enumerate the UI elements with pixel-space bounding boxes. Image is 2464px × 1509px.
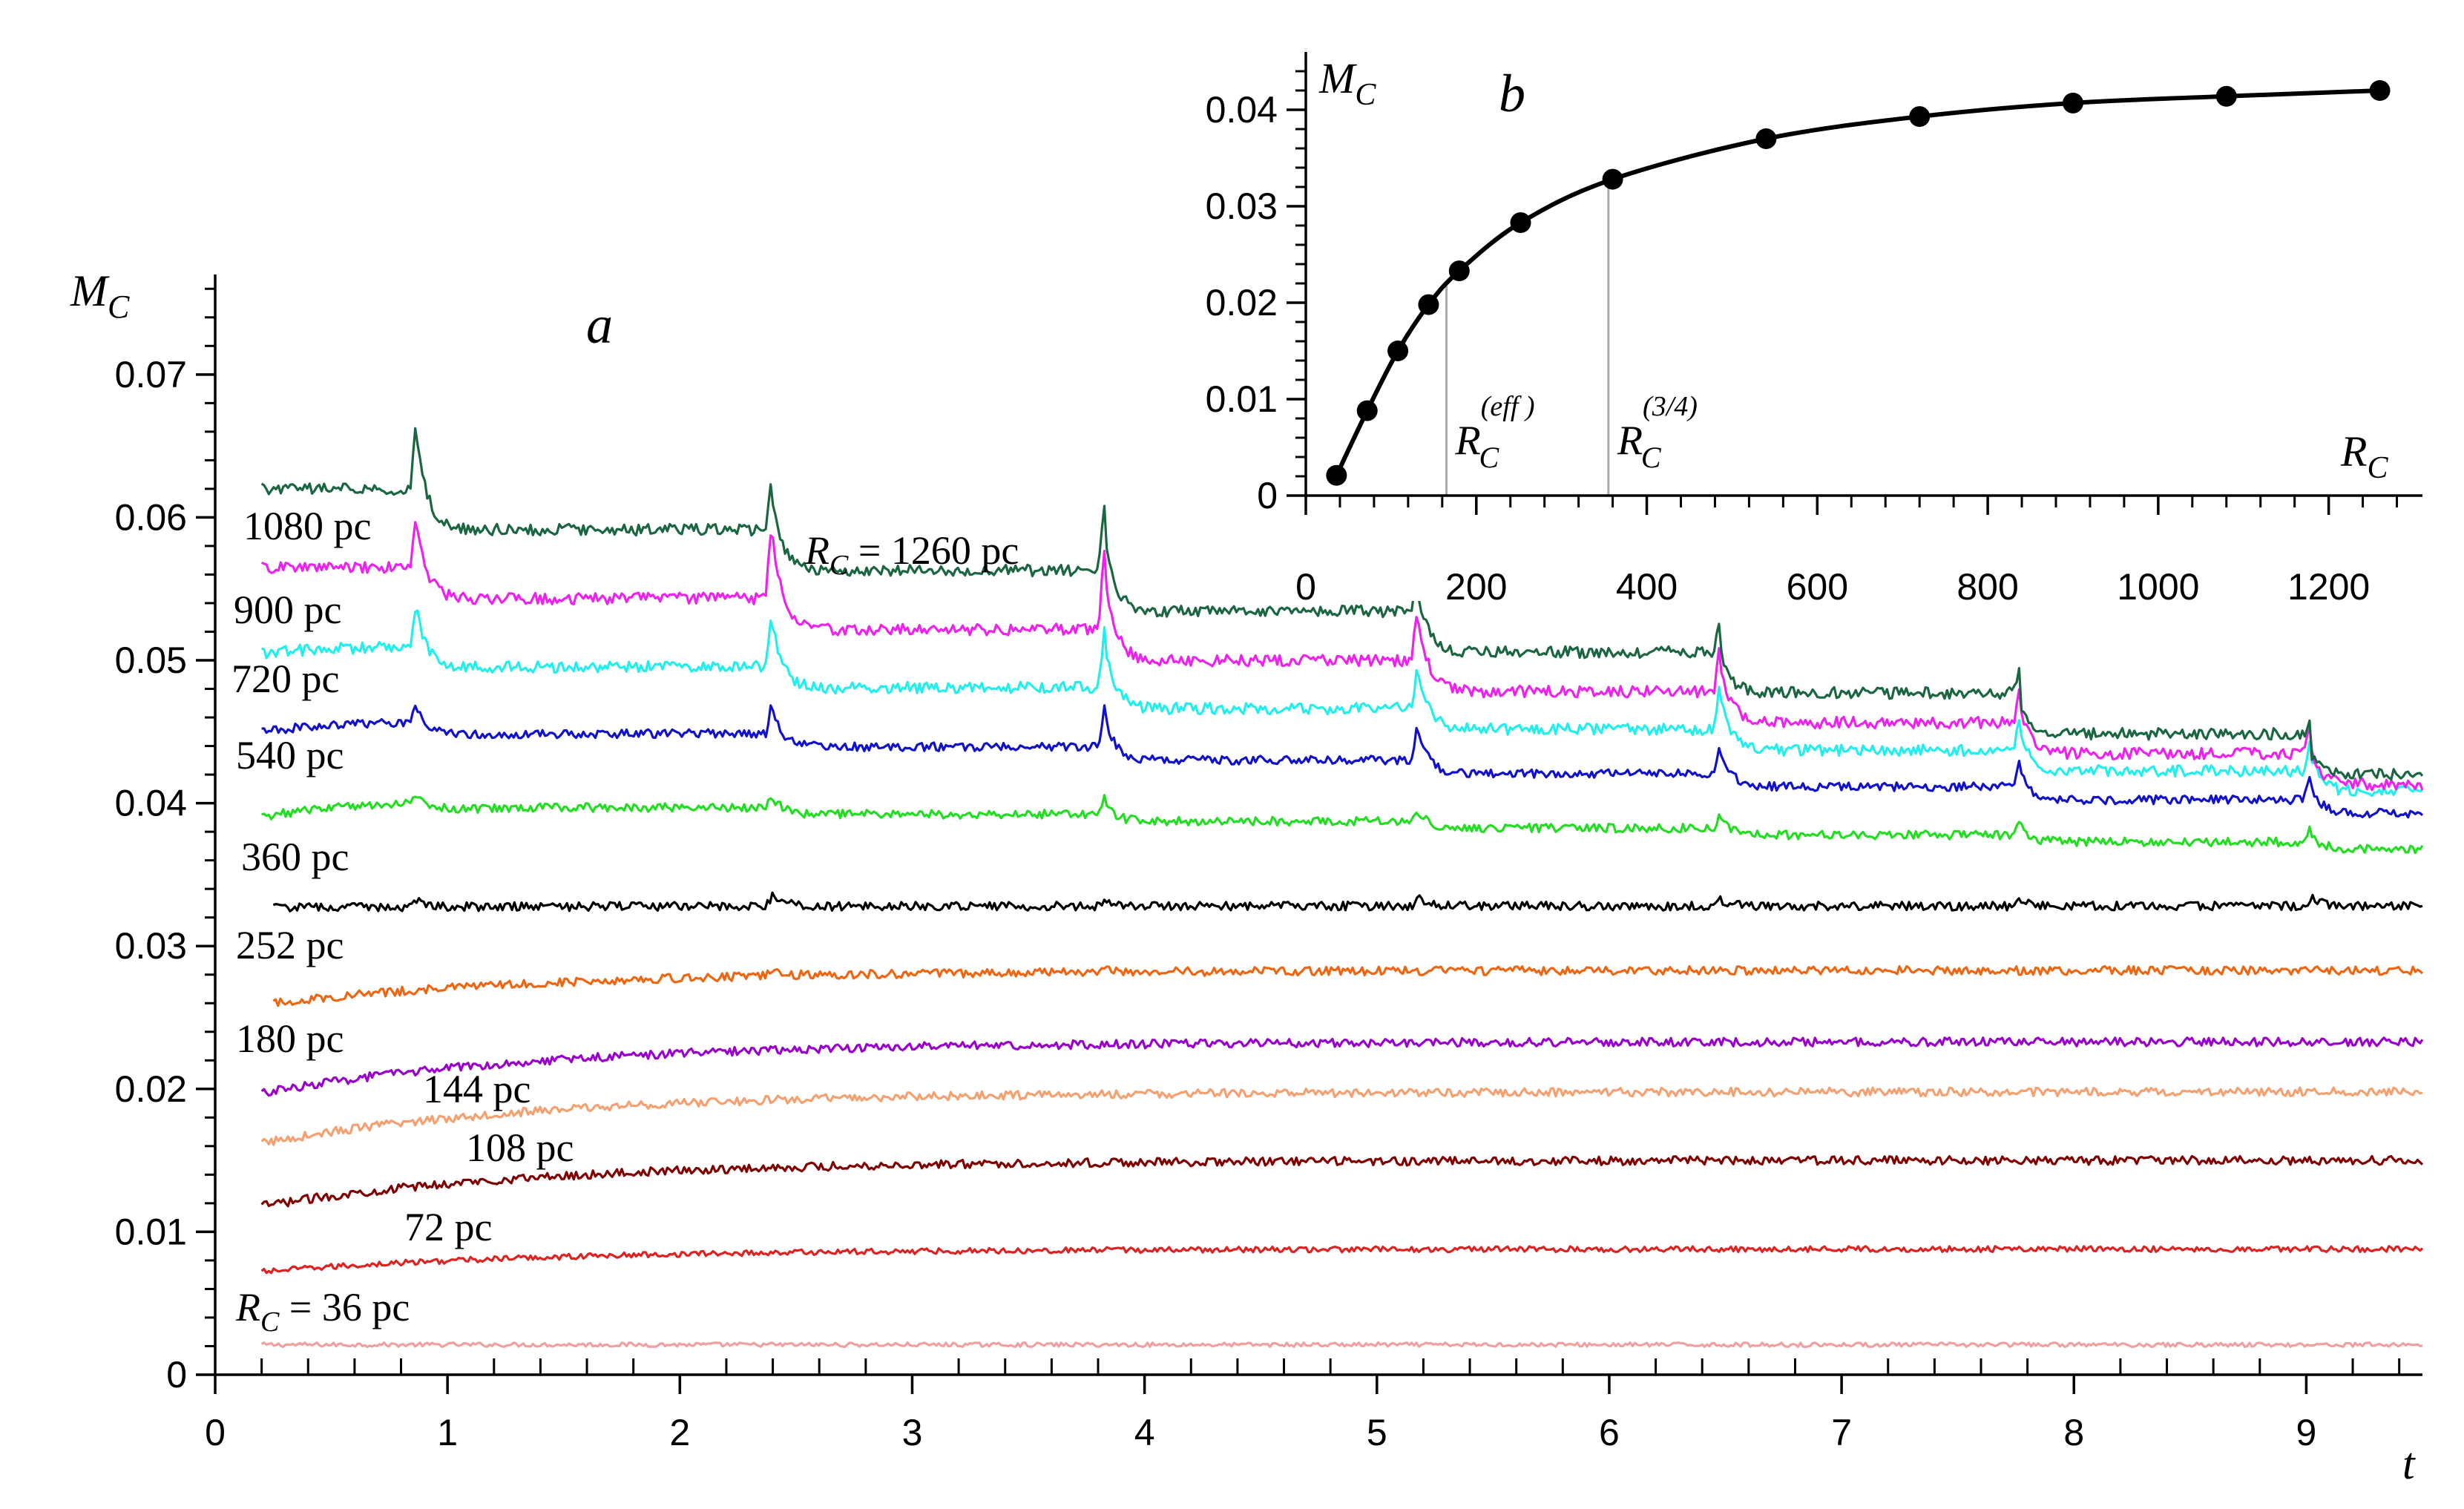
series-label-180-pc: 180 pc [236,1016,344,1061]
series-label-1260-pc: RC = 1260 pc [804,528,1019,581]
series-label-36-pc: RC = 36 pc [235,1285,410,1338]
panel-a-axes: 0 0.01 0.02 0.03 0.04 0.05 0.06 0.07 0 1 2 3 4 5 6 7 8 9 M… [70,266,2422,1488]
series-line-36-pc [260,1341,2423,1348]
series-line-1080-pc [260,521,2424,792]
panel-b-x-tick-label: 400 [1616,566,1678,608]
panel-b-x-tick-label: 1000 [2117,566,2199,608]
panel-a-y-tick-label: 0.05 [115,640,187,681]
panel-b-x-tick-label: 1200 [2287,566,2370,608]
series-line-252-pc [272,964,2424,1007]
panel-b-point-720 [1909,106,1931,128]
series-line-1260-pc [260,427,2424,781]
series-line-144-pc [260,1086,2423,1146]
panel-a-series-labels: RC = 36 pc 72 pc 108 pc 144 pc 180 pc 252 pc 3… [231,504,1019,1338]
panel-b-x-tick-label: 600 [1787,566,1848,608]
panel-b-axes: 00.010.020.030.040 200 400 600 800 1000 1200MC… [1206,52,2422,608]
panel-b-point-36 [1326,464,1347,486]
series-label-720-pc: 720 pc [231,657,339,701]
series-label-900-pc: 900 pc [234,588,341,632]
series-line-540-pc [261,794,2424,855]
panel-a-x-tick-label: 9 [2296,1412,2317,1453]
panel-a-curves [260,427,2424,1348]
series-label-144-pc: 144 pc [423,1067,530,1111]
panel-a-x-tick-label: 1 [437,1412,458,1453]
panel-b-point-1080 [2215,85,2237,107]
series-line-72-pc [260,1245,2424,1275]
panel-b-y-tick-label: 0.01 [1206,378,1278,420]
panel-b-curve [1326,80,2391,486]
panel-a-x-tick-label: 2 [669,1412,690,1453]
series-line-108-pc [260,1154,2424,1208]
panel-b-point-144 [1418,294,1439,315]
panel-a-y-tick-label: 0.07 [115,354,187,395]
series-label-540-pc: 540 pc [236,733,344,777]
panel-a-x-tick-label: 7 [1831,1412,1852,1453]
panel-a-y-tick-label: 0.02 [115,1068,187,1110]
series-line-360-pc [272,891,2423,913]
panel-b-y-tick-label: 0.02 [1206,282,1278,323]
series-line-720-pc [261,704,2424,819]
panel-a-y-tick-label: 0.01 [115,1211,187,1252]
panel-b-point-900 [2062,92,2083,114]
panel-a-y-tick-label: 0.06 [115,496,187,538]
panel-b-point-108 [1387,341,1409,361]
panel-a-x-tick-label: 0 [205,1412,226,1453]
panel-b-point-180 [1448,260,1470,282]
panel-b-x-tick-label: 800 [1957,566,2018,608]
panel-a-x-tick-label: 5 [1367,1412,1387,1453]
panel-a-y-tick-label: 0.04 [115,783,187,824]
panel-b-y-tick-label: 0.04 [1206,89,1278,131]
panel-a-x-tick-label: 8 [2063,1412,2084,1453]
panel-b-point-72 [1356,400,1378,421]
panel-b-x-tick-label: 200 [1445,566,1507,608]
panel-a-y-tick-label: 0 [166,1354,187,1395]
series-label-72-pc: 72 pc [404,1205,492,1249]
panel-a-x-tick-label: 4 [1134,1412,1155,1453]
panel-b-y-tick-label: 0 [1257,475,1278,516]
series-label-360-pc: 360 pc [241,835,349,879]
series-line-180-pc [260,1036,2424,1097]
panel-b-y-tick-label: 0.03 [1206,185,1278,227]
panel-b-point-360 [1602,168,1623,190]
panel-b-point-540 [1755,128,1777,149]
series-label-108-pc: 108 pc [466,1125,574,1170]
series-label-1080-pc: 1080 pc [243,504,371,548]
panel-a-chart: 0 0.01 0.02 0.03 0.04 0.05 0.06 0.07 0 1 2 3 4 5 6 7 8 9 M… [70,266,2424,1488]
panel-a-letter: a [586,295,613,355]
panel-a-y-axis-label: MC [70,266,130,325]
panel-b-x-tick-label: 0 [1295,566,1316,608]
series-label-252-pc: 252 pc [236,923,344,967]
panel-a-x-axis-label: t [2402,1439,2416,1488]
panel-a-x-tick-label: 6 [1599,1412,1620,1453]
series-line-900-pc [261,609,2423,798]
panel-b-background [1209,15,2434,601]
panel-b-inset-chart: R(eff ) C R(3/4) C 00.010.020.030.040 200 400… [1206,15,2434,608]
panel-b-point-1260 [2369,80,2391,101]
panel-a-y-tick-label: 0.03 [115,925,187,967]
panel-b-letter: b [1499,64,1525,123]
panel-b-point-252 [1510,212,1531,234]
panel-a-x-tick-label: 3 [902,1412,923,1453]
